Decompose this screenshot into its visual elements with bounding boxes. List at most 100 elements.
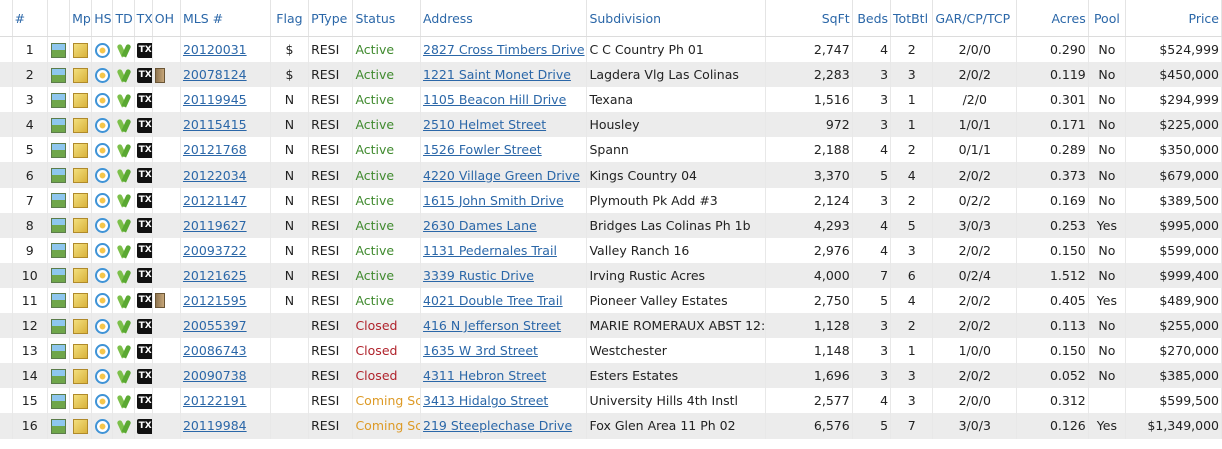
map-icon[interactable] xyxy=(73,343,89,359)
open-house-icon[interactable] xyxy=(154,67,165,83)
oh-cell[interactable] xyxy=(152,187,181,213)
tx-cell[interactable]: TX xyxy=(134,62,153,88)
address-link[interactable]: 1635 W 3rd Street xyxy=(423,343,538,359)
table-row[interactable]: 13 TX 20086743 RESI Closed 1635 W 3rd St… xyxy=(0,338,1222,364)
photo-icon[interactable] xyxy=(50,67,66,83)
map-cell[interactable] xyxy=(69,237,93,263)
homesnap-cell[interactable] xyxy=(91,363,114,389)
address-cell[interactable]: 1635 W 3rd Street xyxy=(420,338,588,364)
header-num[interactable]: # xyxy=(12,0,48,37)
mls-link[interactable]: 20119984 xyxy=(182,418,247,434)
map-cell[interactable] xyxy=(69,287,93,314)
oh-cell[interactable] xyxy=(152,363,181,389)
map-icon[interactable] xyxy=(73,318,89,334)
photo-icon[interactable] xyxy=(50,42,66,58)
photo-icon[interactable] xyxy=(50,293,66,309)
map-cell[interactable] xyxy=(69,313,93,339)
tx-icon[interactable]: TX xyxy=(136,293,152,309)
tx-icon[interactable]: TX xyxy=(136,368,152,384)
map-cell[interactable] xyxy=(69,212,93,238)
td-cell[interactable] xyxy=(112,237,135,263)
photo-icon[interactable] xyxy=(50,368,66,384)
mls-link[interactable]: 20078124 xyxy=(182,67,247,83)
td-icon[interactable] xyxy=(116,142,132,158)
address-cell[interactable]: 3413 Hidalgo Street xyxy=(420,388,588,414)
photo-icon[interactable] xyxy=(50,418,66,434)
td-icon[interactable] xyxy=(116,167,132,183)
address-cell[interactable]: 1221 Saint Monet Drive xyxy=(420,62,588,88)
oh-cell[interactable] xyxy=(152,388,181,414)
map-cell[interactable] xyxy=(69,262,93,288)
td-icon[interactable] xyxy=(116,243,132,259)
tx-cell[interactable]: TX xyxy=(134,388,153,414)
table-row[interactable]: 7 TX 20121147 N RESI Active 1615 John Sm… xyxy=(0,187,1222,213)
photo-cell[interactable] xyxy=(47,137,71,163)
tx-icon[interactable]: TX xyxy=(136,117,152,133)
address-link[interactable]: 2630 Dames Lane xyxy=(423,217,537,233)
tx-cell[interactable]: TX xyxy=(134,287,153,314)
tx-cell[interactable]: TX xyxy=(134,87,153,113)
photo-cell[interactable] xyxy=(47,112,71,138)
td-icon[interactable] xyxy=(116,217,132,233)
map-icon[interactable] xyxy=(73,393,89,409)
homesnap-cell[interactable] xyxy=(91,313,114,339)
photo-icon[interactable] xyxy=(50,218,66,234)
homesnap-icon[interactable] xyxy=(94,42,110,58)
homesnap-icon[interactable] xyxy=(94,193,110,209)
photo-icon[interactable] xyxy=(50,318,66,334)
homesnap-icon[interactable] xyxy=(94,218,110,234)
photo-cell[interactable] xyxy=(47,87,71,113)
address-link[interactable]: 3413 Hidalgo Street xyxy=(423,393,549,409)
homesnap-icon[interactable] xyxy=(94,243,110,259)
homesnap-icon[interactable] xyxy=(94,117,110,133)
photo-cell[interactable] xyxy=(47,287,71,314)
homesnap-cell[interactable] xyxy=(91,287,114,314)
td-icon[interactable] xyxy=(116,293,132,309)
mls-cell[interactable]: 20093722 xyxy=(180,237,271,263)
td-icon[interactable] xyxy=(116,67,132,83)
tx-icon[interactable]: TX xyxy=(136,42,152,58)
homesnap-icon[interactable] xyxy=(94,293,110,309)
header-beds[interactable]: Beds xyxy=(852,0,892,37)
photo-icon[interactable] xyxy=(50,92,66,108)
photo-icon[interactable] xyxy=(50,117,66,133)
td-cell[interactable] xyxy=(112,36,135,63)
address-cell[interactable]: 1105 Beacon Hill Drive xyxy=(420,87,588,113)
table-row[interactable]: 4 TX 20115415 N RESI Active 2510 Helmet … xyxy=(0,112,1222,138)
tx-cell[interactable]: TX xyxy=(134,363,153,389)
tx-cell[interactable]: TX xyxy=(134,313,153,339)
mls-link[interactable]: 20121147 xyxy=(182,192,247,208)
td-icon[interactable] xyxy=(116,418,132,434)
mls-link[interactable]: 20090738 xyxy=(182,368,247,384)
photo-icon[interactable] xyxy=(50,168,66,184)
address-cell[interactable]: 1615 John Smith Drive xyxy=(420,187,588,213)
header-mp[interactable]: Mp xyxy=(69,0,93,37)
address-cell[interactable]: 3339 Rustic Drive xyxy=(420,262,588,288)
td-icon[interactable] xyxy=(116,343,132,359)
map-icon[interactable] xyxy=(73,368,89,384)
table-row[interactable]: 9 TX 20093722 N RESI Active 1131 Pederna… xyxy=(0,237,1222,263)
mls-cell[interactable]: 20120031 xyxy=(180,36,271,63)
tx-icon[interactable]: TX xyxy=(136,268,152,284)
photo-cell[interactable] xyxy=(47,313,71,339)
address-cell[interactable]: 2827 Cross Timbers Drive xyxy=(420,36,588,63)
mls-cell[interactable]: 20121595 xyxy=(180,287,271,314)
header-price[interactable]: Price xyxy=(1125,0,1222,37)
header-acres[interactable]: Acres xyxy=(1016,0,1089,37)
address-cell[interactable]: 4021 Double Tree Trail xyxy=(420,287,588,314)
td-icon[interactable] xyxy=(116,192,132,208)
tx-icon[interactable]: TX xyxy=(136,142,152,158)
address-cell[interactable]: 4311 Hebron Street xyxy=(420,363,588,389)
homesnap-cell[interactable] xyxy=(91,87,114,113)
tx-icon[interactable]: TX xyxy=(136,168,152,184)
td-cell[interactable] xyxy=(112,212,135,238)
td-icon[interactable] xyxy=(116,393,132,409)
map-cell[interactable] xyxy=(69,62,93,88)
photo-icon[interactable] xyxy=(50,393,66,409)
homesnap-icon[interactable] xyxy=(94,418,110,434)
address-link[interactable]: 4311 Hebron Street xyxy=(423,368,547,384)
td-icon[interactable] xyxy=(116,268,132,284)
mls-link[interactable]: 20055397 xyxy=(182,318,247,334)
map-cell[interactable] xyxy=(69,363,93,389)
oh-cell[interactable] xyxy=(152,237,181,263)
